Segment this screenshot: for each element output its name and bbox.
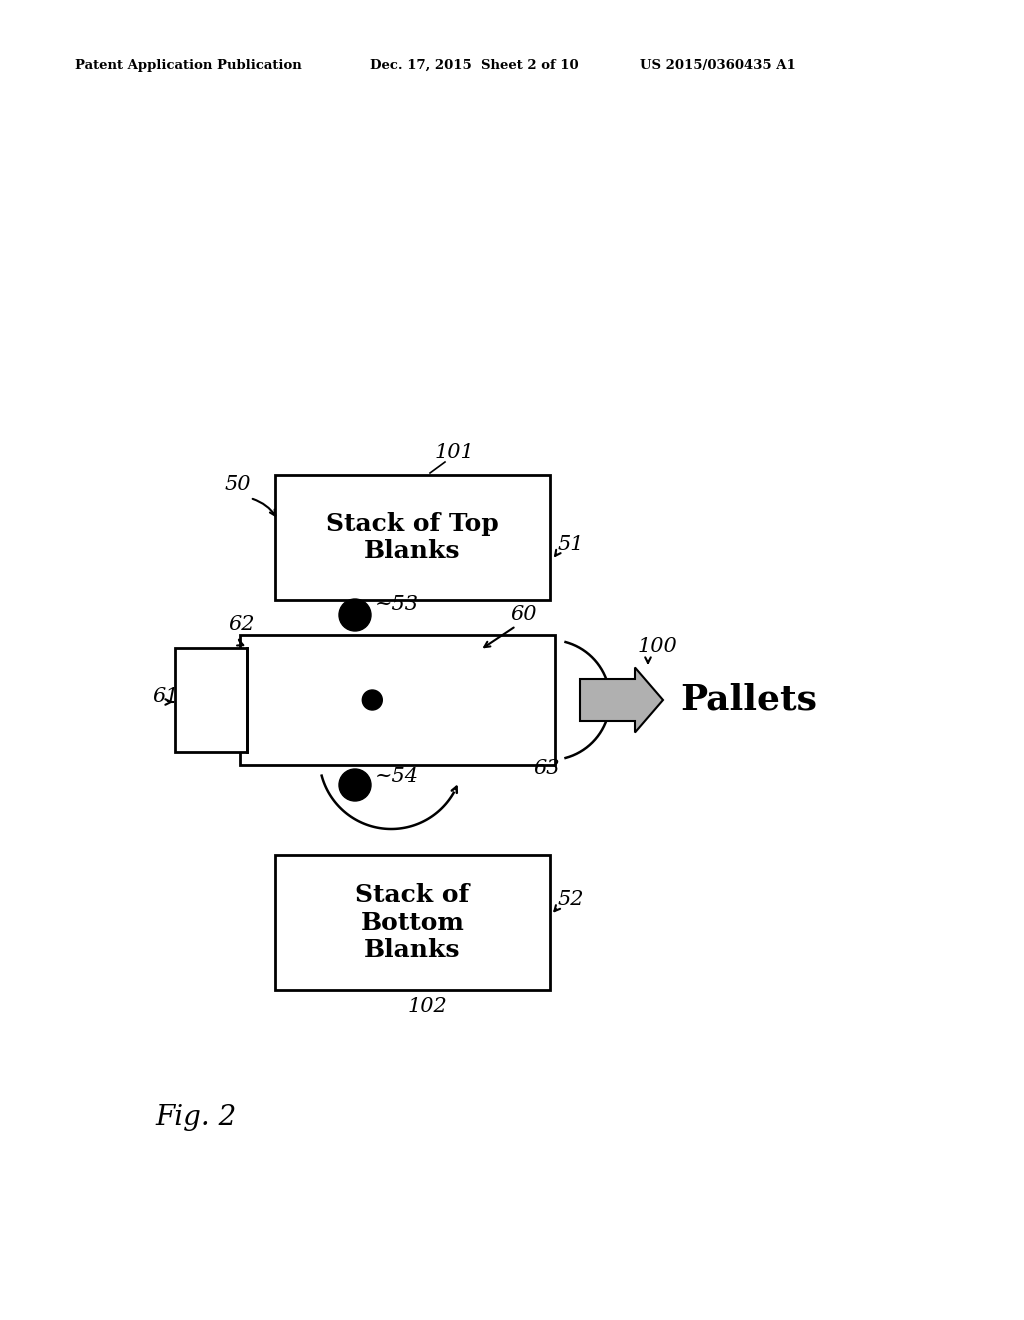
Text: 61: 61 <box>152 686 178 706</box>
Text: Pallets: Pallets <box>680 682 817 717</box>
Text: 101: 101 <box>435 444 475 462</box>
Text: Stack of
Bottom
Blanks: Stack of Bottom Blanks <box>355 883 470 962</box>
Text: 63: 63 <box>534 759 559 777</box>
Text: Stack of Top
Blanks: Stack of Top Blanks <box>326 512 499 564</box>
Bar <box>240 635 555 766</box>
Text: Patent Application Publication: Patent Application Publication <box>75 58 302 71</box>
Text: 52: 52 <box>558 890 585 909</box>
Circle shape <box>362 690 382 710</box>
Bar <box>275 855 550 990</box>
Text: US 2015/0360435 A1: US 2015/0360435 A1 <box>640 58 796 71</box>
Text: 50: 50 <box>225 475 252 494</box>
Text: ~54: ~54 <box>375 767 419 785</box>
Polygon shape <box>580 668 663 733</box>
Text: 100: 100 <box>638 638 678 656</box>
Text: 102: 102 <box>408 997 447 1016</box>
Circle shape <box>339 599 371 631</box>
Text: ~53: ~53 <box>375 595 419 614</box>
Text: 51: 51 <box>558 535 585 554</box>
Circle shape <box>339 770 371 801</box>
Bar <box>275 475 550 601</box>
Text: 62: 62 <box>228 615 255 634</box>
Text: Dec. 17, 2015  Sheet 2 of 10: Dec. 17, 2015 Sheet 2 of 10 <box>370 58 579 71</box>
Bar <box>175 648 247 752</box>
Text: Fig. 2: Fig. 2 <box>155 1104 237 1131</box>
Text: 60: 60 <box>510 605 537 624</box>
